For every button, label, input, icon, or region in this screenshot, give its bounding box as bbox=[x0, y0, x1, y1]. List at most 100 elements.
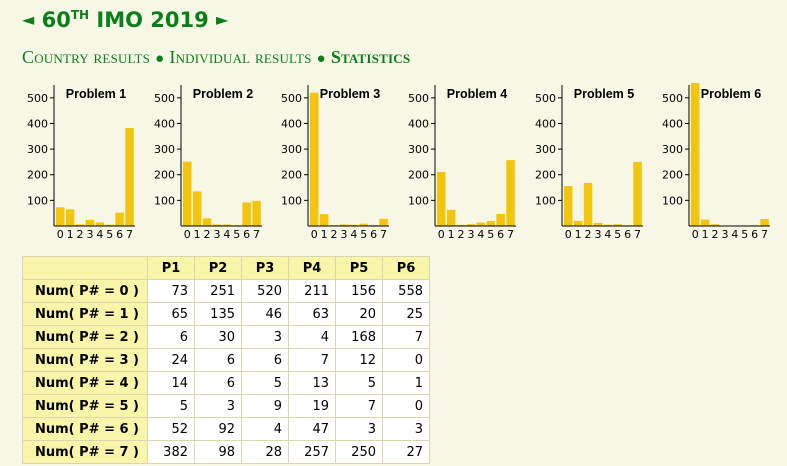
table-cell: 0 bbox=[382, 348, 430, 372]
histogram-bar bbox=[446, 209, 456, 226]
histogram-bar bbox=[379, 218, 388, 226]
chart-title: Problem 4 bbox=[447, 87, 507, 101]
x-tick-label: 4 bbox=[731, 228, 738, 241]
column-header-p6: P6 bbox=[382, 256, 430, 280]
table-row: Num( P# = 3 ) 24 6 6 7 12 0 bbox=[22, 348, 430, 372]
table-cell: 6 bbox=[147, 325, 195, 349]
row-label: Num( P# = 2 ) bbox=[22, 325, 148, 349]
x-tick-label: 0 bbox=[692, 228, 699, 241]
table-cell: 46 bbox=[241, 302, 289, 326]
y-tick-label: 300 bbox=[281, 143, 302, 156]
y-tick-label: 200 bbox=[408, 169, 429, 182]
results-nav: Country results ● Individual results ● Stati… bbox=[22, 47, 410, 68]
x-tick-label: 6 bbox=[243, 228, 250, 241]
x-tick-label: 0 bbox=[311, 228, 318, 241]
table-cell: 12 bbox=[335, 348, 383, 372]
table-corner-cell bbox=[22, 256, 148, 280]
table-cell: 6 bbox=[241, 348, 289, 372]
table-cell: 19 bbox=[288, 394, 336, 418]
individual-results-link[interactable]: Individual results bbox=[169, 47, 312, 67]
table-row: Num( P# = 0 ) 73 251 520 211 156 558 bbox=[22, 279, 430, 303]
x-tick-label: 6 bbox=[370, 228, 377, 241]
histogram-bar bbox=[310, 92, 319, 226]
histogram-bar bbox=[183, 161, 192, 226]
table-cell: 47 bbox=[288, 417, 336, 441]
histogram-bar bbox=[496, 213, 505, 226]
chart-title: Problem 5 bbox=[574, 87, 634, 101]
y-tick-label: 500 bbox=[535, 92, 556, 105]
x-tick-label: 5 bbox=[233, 228, 240, 241]
y-tick-label: 400 bbox=[662, 117, 683, 130]
x-tick-label: 3 bbox=[86, 228, 93, 241]
x-tick-label: 2 bbox=[712, 228, 719, 241]
title-text: IMO 2019 bbox=[89, 8, 209, 32]
table-cell: 3 bbox=[241, 325, 289, 349]
table-cell: 257 bbox=[288, 440, 336, 464]
table-cell: 5 bbox=[147, 394, 195, 418]
y-tick-label: 400 bbox=[154, 117, 175, 130]
table-cell: 7 bbox=[288, 348, 336, 372]
x-tick-label: 0 bbox=[438, 228, 445, 241]
table-row: Num( P# = 2 ) 6 30 3 4 168 7 bbox=[22, 325, 430, 349]
y-tick-label: 200 bbox=[662, 169, 683, 182]
x-tick-label: 1 bbox=[702, 228, 709, 241]
histogram-bar bbox=[506, 160, 515, 226]
y-tick-label: 500 bbox=[27, 92, 48, 105]
table-cell: 25 bbox=[382, 302, 430, 326]
histogram-bar bbox=[476, 222, 486, 226]
table-cell: 13 bbox=[288, 371, 336, 395]
statistics-link[interactable]: Statistics bbox=[330, 47, 411, 67]
x-tick-label: 4 bbox=[477, 228, 484, 241]
y-tick-label: 100 bbox=[662, 194, 683, 207]
table-cell: 382 bbox=[147, 440, 195, 464]
row-label: Num( P# = 4 ) bbox=[22, 371, 148, 395]
x-tick-label: 1 bbox=[194, 228, 201, 241]
x-tick-label: 7 bbox=[380, 228, 387, 241]
table-cell: 3 bbox=[194, 394, 242, 418]
histogram-bar bbox=[105, 224, 114, 226]
histogram-bar bbox=[564, 186, 573, 226]
column-header-p3: P3 bbox=[241, 256, 289, 280]
histogram-bar bbox=[573, 220, 583, 226]
y-tick-label: 200 bbox=[154, 169, 175, 182]
table-row: Num( P# = 5 ) 5 3 9 19 7 0 bbox=[22, 394, 430, 418]
histogram-bar bbox=[95, 222, 105, 226]
prev-olympiad-arrow[interactable]: ◄ bbox=[22, 10, 35, 29]
next-olympiad-arrow[interactable]: ► bbox=[216, 10, 229, 29]
x-tick-label: 3 bbox=[467, 228, 474, 241]
table-cell: 251 bbox=[194, 279, 242, 303]
histogram-bar bbox=[242, 202, 251, 226]
y-tick-label: 500 bbox=[408, 92, 429, 105]
histogram-bar bbox=[56, 207, 65, 226]
row-label: Num( P# = 0 ) bbox=[22, 279, 148, 303]
row-label: Num( P# = 1 ) bbox=[22, 302, 148, 326]
table-cell: 6 bbox=[194, 348, 242, 372]
x-tick-label: 1 bbox=[575, 228, 582, 241]
table-cell: 27 bbox=[382, 440, 430, 464]
histogram-bar bbox=[613, 224, 622, 226]
y-tick-label: 300 bbox=[662, 143, 683, 156]
histogram-bar bbox=[437, 171, 446, 226]
histogram-bar bbox=[369, 224, 378, 226]
x-tick-label: 1 bbox=[448, 228, 455, 241]
histogram-bar bbox=[222, 224, 232, 226]
table-cell: 14 bbox=[147, 371, 195, 395]
table-cell: 98 bbox=[194, 440, 242, 464]
chart-title: Problem 6 bbox=[701, 87, 761, 101]
x-tick-label: 0 bbox=[57, 228, 64, 241]
problem-histograms: 100 200 300 400 500 0 1 2 3 4 5 6 7 Problem 1 100 200 30… bbox=[27, 82, 770, 241]
y-tick-label: 400 bbox=[408, 117, 429, 130]
x-tick-label: 4 bbox=[223, 228, 230, 241]
histogram-bar bbox=[252, 200, 261, 226]
histogram-bar bbox=[125, 128, 134, 226]
x-tick-label: 2 bbox=[77, 228, 84, 241]
x-tick-label: 6 bbox=[116, 228, 123, 241]
x-tick-label: 2 bbox=[331, 228, 338, 241]
x-tick-label: 0 bbox=[565, 228, 572, 241]
column-header-p1: P1 bbox=[147, 256, 195, 280]
table-cell: 20 bbox=[335, 302, 383, 326]
table-cell: 28 bbox=[241, 440, 289, 464]
page-title: ◄ 60TH IMO 2019 ► bbox=[22, 8, 228, 32]
country-results-link[interactable]: Country results bbox=[22, 47, 151, 67]
table-cell: 5 bbox=[241, 371, 289, 395]
